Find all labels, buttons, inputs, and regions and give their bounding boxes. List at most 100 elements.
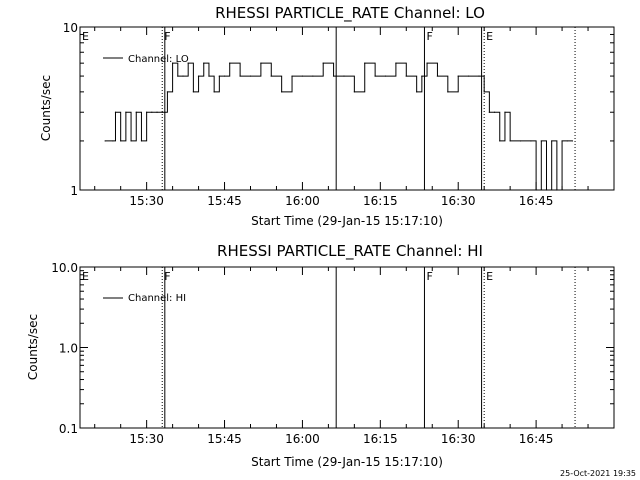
top-y-tick-label: 1 bbox=[70, 184, 78, 198]
top-data-point bbox=[488, 111, 490, 113]
top-data-point bbox=[421, 75, 423, 77]
top-data-point bbox=[561, 140, 563, 142]
bottom-x-tick-label: 16:00 bbox=[285, 432, 320, 446]
top-data-point bbox=[203, 62, 205, 64]
top-data-point bbox=[208, 75, 210, 77]
top-marker-label: F bbox=[164, 30, 170, 43]
top-data-point bbox=[493, 111, 496, 113]
top-series-line bbox=[105, 62, 573, 191]
top-data-point bbox=[395, 62, 397, 64]
top-data-point bbox=[301, 75, 304, 77]
top-data-point bbox=[291, 75, 293, 77]
top-data-point bbox=[223, 75, 226, 77]
top-x-tick-label: 15:45 bbox=[207, 194, 242, 208]
top-data-point bbox=[218, 75, 220, 77]
top-data-point bbox=[164, 111, 166, 113]
top-data-point bbox=[270, 75, 272, 77]
top-chart-ylabel: Counts/sec bbox=[39, 75, 53, 141]
top-x-tick-label: 16:15 bbox=[363, 194, 398, 208]
top-data-point bbox=[457, 75, 459, 77]
bottom-marker-label: E bbox=[486, 270, 493, 283]
top-data-point bbox=[177, 75, 179, 77]
top-data-point bbox=[535, 189, 537, 191]
top-chart-xlabel: Start Time (29-Jan-15 15:17:10) bbox=[251, 214, 443, 228]
top-data-point bbox=[530, 140, 532, 142]
top-data-point bbox=[483, 91, 485, 93]
top-data-point bbox=[114, 111, 117, 113]
top-data-point bbox=[556, 189, 558, 191]
top-data-point bbox=[192, 91, 194, 93]
top-data-point bbox=[405, 75, 407, 77]
top-data-point bbox=[161, 111, 163, 113]
top-legend-label: Channel: LO bbox=[128, 54, 189, 65]
bottom-x-tick-label: 16:15 bbox=[363, 432, 398, 446]
bottom-x-tick-label: 15:45 bbox=[207, 432, 242, 446]
top-y-tick-label: 10 bbox=[63, 21, 78, 35]
top-data-point bbox=[182, 75, 184, 77]
top-data-point bbox=[467, 75, 470, 77]
bottom-x-tick-label: 16:30 bbox=[441, 432, 476, 446]
footer-timestamp: 25-Oct-2021 19:35 bbox=[560, 469, 636, 478]
top-data-point bbox=[478, 75, 480, 77]
top-data-point bbox=[499, 140, 501, 142]
top-data-point bbox=[312, 75, 314, 77]
top-data-point bbox=[239, 75, 241, 77]
top-plot-frame bbox=[79, 26, 615, 191]
bottom-marker-label: F bbox=[426, 270, 432, 283]
top-data-point bbox=[112, 140, 114, 142]
bottom-marker-label: F bbox=[164, 270, 170, 283]
top-data-point bbox=[151, 111, 153, 113]
bottom-x-tick-label: 16:45 bbox=[519, 432, 554, 446]
bottom-y-tick-label: 10.0 bbox=[51, 261, 78, 275]
top-marker-label: E bbox=[82, 30, 89, 43]
bottom-y-tick-label: 0.1 bbox=[59, 422, 78, 436]
top-data-point bbox=[436, 75, 439, 77]
top-data-point bbox=[322, 62, 324, 64]
top-x-tick-label: 16:30 bbox=[441, 194, 476, 208]
top-data-point bbox=[447, 91, 449, 93]
top-marker-label: E bbox=[486, 30, 493, 43]
top-data-point bbox=[504, 111, 506, 113]
top-data-point bbox=[384, 75, 387, 77]
top-data-point bbox=[566, 140, 568, 142]
top-data-point bbox=[551, 140, 553, 142]
top-data-point bbox=[281, 91, 283, 93]
top-data-point bbox=[229, 62, 231, 64]
top-data-point bbox=[249, 75, 252, 77]
top-data-point bbox=[135, 111, 137, 113]
top-data-point bbox=[125, 111, 127, 113]
top-data-point bbox=[146, 111, 148, 113]
top-data-point bbox=[545, 189, 548, 191]
top-data-point bbox=[519, 140, 522, 142]
top-chart-title: RHESSI PARTICLE_RATE Channel: LO bbox=[215, 4, 485, 23]
top-data-point bbox=[187, 62, 189, 64]
top-marker-label: F bbox=[426, 30, 432, 43]
top-data-point bbox=[416, 91, 418, 93]
bottom-legend-label: Channel: HI bbox=[128, 293, 186, 304]
top-data-point bbox=[172, 62, 174, 64]
top-data-point bbox=[374, 75, 376, 77]
bottom-marker-label: E bbox=[82, 270, 89, 283]
top-data-point bbox=[571, 140, 574, 142]
top-data-point bbox=[260, 62, 262, 64]
top-data-point bbox=[213, 91, 215, 93]
bottom-chart-title: RHESSI PARTICLE_RATE Channel: HI bbox=[217, 242, 483, 261]
top-x-tick-label: 16:00 bbox=[285, 194, 320, 208]
top-data-point bbox=[130, 140, 132, 142]
top-data-point bbox=[104, 140, 106, 142]
top-data-point bbox=[166, 91, 169, 93]
bottom-chart-xlabel: Start Time (29-Jan-15 15:17:10) bbox=[251, 455, 443, 469]
bottom-plot-frame bbox=[79, 266, 615, 429]
top-x-tick-label: 15:30 bbox=[129, 194, 164, 208]
top-data-point bbox=[343, 75, 345, 77]
top-data-point bbox=[156, 111, 158, 113]
bottom-y-tick-label: 1.0 bbox=[59, 342, 78, 356]
bottom-x-tick-label: 15:30 bbox=[129, 432, 164, 446]
top-data-point bbox=[353, 91, 355, 93]
top-data-point bbox=[120, 140, 122, 142]
top-data-point bbox=[197, 75, 200, 77]
top-data-point bbox=[509, 140, 511, 142]
top-data-point bbox=[364, 62, 366, 64]
top-data-point bbox=[540, 140, 542, 142]
